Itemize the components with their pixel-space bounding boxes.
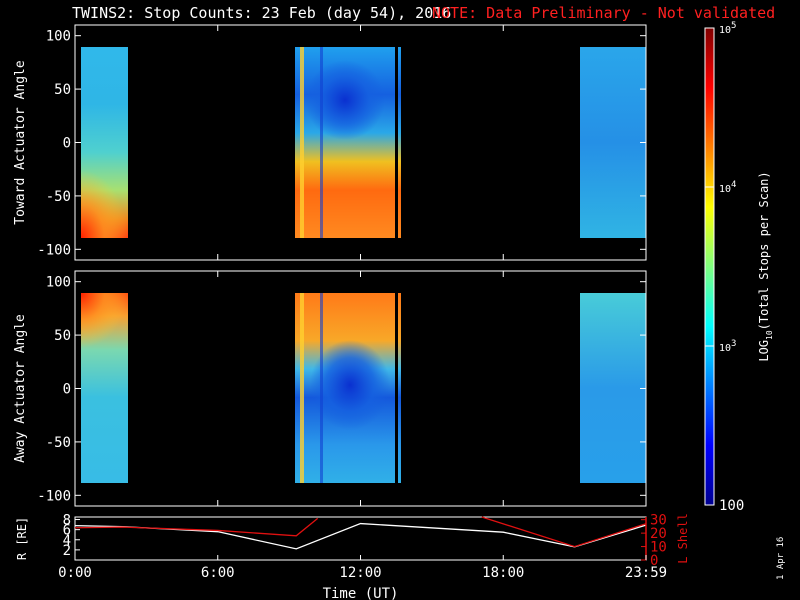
panel-away — [74, 270, 647, 507]
toward-red-corner — [81, 170, 128, 238]
toward-ytick-label: 0 — [63, 136, 71, 152]
time-tick-label: 18:00 — [482, 565, 524, 581]
colorbar-tick-label: 104 — [719, 180, 736, 195]
colorbar-tick-label: 103 — [719, 339, 736, 354]
preliminary-note: NOTE: Data Preliminary - Not validated — [432, 4, 776, 22]
toward-blue-region — [305, 60, 385, 140]
r-tick-label: 4 — [63, 533, 71, 549]
plot-title: TWINS2: Stop Counts: 23 Feb (day 54), 20… — [72, 4, 452, 22]
toward-data-stripe-1 — [300, 47, 304, 238]
colorbar-label: LOG10(Total Stops per Scan) — [757, 171, 774, 361]
time-tick-label: 6:00 — [201, 565, 235, 581]
time-tick-label: 0:00 — [58, 565, 92, 581]
away-ytick-label: 50 — [54, 328, 71, 344]
colorbar-tick-label: 100 — [719, 498, 744, 514]
lshell-tick-label: 20 — [650, 526, 667, 542]
panel-orbit — [74, 516, 647, 561]
away-ytick-label: 100 — [46, 275, 71, 291]
r-axis-label: R [RE] — [15, 517, 29, 560]
lshell-tick-label: 30 — [650, 513, 667, 529]
colorbar — [704, 27, 715, 506]
away-blue-region — [310, 340, 390, 430]
toward-data-gap — [395, 47, 398, 238]
lshell-line-2 — [481, 516, 647, 548]
colorbar-tick-label: 105 — [719, 21, 736, 36]
date-stamp: 1 Apr 16 — [776, 536, 786, 580]
away-data-stripe-2 — [320, 293, 323, 483]
r-tick-label: 6 — [63, 523, 71, 539]
away-data-stripe-1 — [300, 293, 304, 483]
away-data-gap — [395, 293, 398, 483]
panel-toward — [74, 24, 647, 261]
away-ytick-label: 0 — [63, 382, 71, 398]
r-tick-label: 2 — [63, 543, 71, 559]
lshell-axis-label: L Shell — [676, 513, 690, 564]
toward-ytick-label: 50 — [54, 82, 71, 98]
time-tick-label: 23:59 — [625, 565, 667, 581]
toward-ytick-label: -50 — [46, 189, 71, 205]
time-tick-label: 12:00 — [339, 565, 381, 581]
away-data-block-3 — [580, 293, 646, 483]
away-ytick-label: -100 — [37, 488, 71, 504]
toward-data-block-3 — [580, 47, 646, 238]
lshell-line — [74, 517, 319, 537]
toward-ytick-label: 100 — [46, 29, 71, 45]
toward-ytick-label: -100 — [37, 242, 71, 258]
r-tick-label: 8 — [63, 513, 71, 529]
colorbar-gradient — [704, 27, 715, 506]
r-line — [74, 522, 647, 550]
time-axis-label: Time (UT) — [323, 586, 399, 600]
away-axis-label: Away Actuator Angle — [13, 314, 28, 463]
away-red-corner — [81, 293, 128, 348]
lshell-tick-label: 10 — [650, 540, 667, 556]
lshell-tick-label: 0 — [650, 553, 658, 569]
toward-data-stripe-2 — [320, 47, 323, 238]
toward-axis-label: Toward Actuator Angle — [13, 60, 28, 225]
axes-layer: 100 50 0 -50 -100 Toward Actuator Angle 100 50 0… — [13, 25, 647, 506]
away-ytick-label: -50 — [46, 435, 71, 451]
